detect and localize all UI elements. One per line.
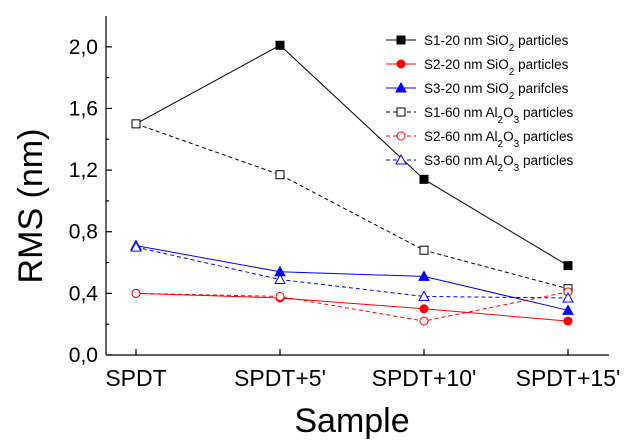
legend-marker (396, 131, 406, 141)
data-point (130, 241, 142, 252)
legend-entry: S2-60 nm Al2O3 particles (386, 129, 573, 150)
series-6 (130, 241, 574, 303)
data-point (562, 291, 574, 303)
legend-entry: S1-20 nm SiO2 particles (386, 33, 569, 54)
legend-marker (396, 107, 406, 117)
legend-entry: S3-60 nm Al2O3 particles (386, 153, 573, 174)
series-line (135, 246, 569, 299)
legend-label: S3-60 nm Al2O3 particles (424, 153, 573, 174)
legend-marker (396, 35, 406, 45)
data-point (419, 245, 429, 255)
legend-entry: S1-60 nm Al2O3 particles (386, 105, 573, 126)
data-point (419, 316, 429, 326)
legend-entry: S3-20 nm SiO2 parifcles (386, 81, 569, 102)
legend: S1-20 nm SiO2 particles S2-20 nm SiO2 par… (386, 33, 573, 174)
series-4 (131, 119, 573, 294)
data-point (563, 261, 573, 271)
legend-marker (395, 153, 407, 165)
legend-entry: S2-20 nm SiO2 particles (386, 57, 569, 78)
data-point (418, 270, 430, 281)
data-point (275, 170, 285, 180)
data-point (274, 273, 286, 284)
data-point (563, 316, 573, 326)
legend-label: S2-60 nm Al2O3 particles (424, 129, 573, 150)
data-point (419, 174, 429, 184)
x-tick-label: SPDT (105, 365, 166, 391)
legend-marker (396, 59, 406, 69)
legend-label: S1-60 nm Al2O3 particles (424, 105, 573, 126)
y-tick-label: 0,4 (69, 282, 99, 305)
series-2 (131, 288, 573, 326)
y-axis-title: RMS (nm) (12, 129, 50, 284)
series-1 (135, 40, 573, 271)
y-tick-label: 2,0 (69, 36, 98, 59)
y-tick-label: 0,8 (69, 221, 98, 244)
data-point (275, 291, 285, 301)
series-line (135, 245, 569, 311)
legend-label: S2-20 nm SiO2 particles (424, 57, 569, 78)
series-5 (131, 287, 573, 326)
y-tick-label: 0,0 (69, 344, 98, 367)
x-tick-label: SPDT+15' (516, 365, 621, 391)
legend-marker (395, 81, 407, 93)
data-point (419, 304, 429, 314)
x-tick-label: SPDT+10' (372, 365, 477, 391)
data-point (562, 304, 574, 315)
series-line (135, 44, 569, 267)
data-point (131, 119, 141, 129)
y-tick-label: 1,6 (69, 97, 98, 120)
series-line (135, 123, 569, 290)
series-layer (130, 40, 574, 326)
series-line (135, 292, 569, 322)
series-line (135, 291, 569, 322)
axes: 0,0 0,4 0,8 1,2 1,6 2,0 SPDT SPDT+5' SPDT+10' SPD… (69, 16, 621, 391)
legend-label: S1-20 nm SiO2 particles (424, 33, 569, 54)
y-tick-label: 1,2 (69, 159, 98, 182)
data-point (275, 40, 285, 50)
x-tick-label: SPDT+5' (234, 365, 326, 391)
data-point (131, 288, 141, 298)
legend-label: S3-20 nm SiO2 parifcles (424, 81, 569, 102)
x-axis-title: Sample (294, 402, 409, 440)
data-point (418, 290, 430, 301)
